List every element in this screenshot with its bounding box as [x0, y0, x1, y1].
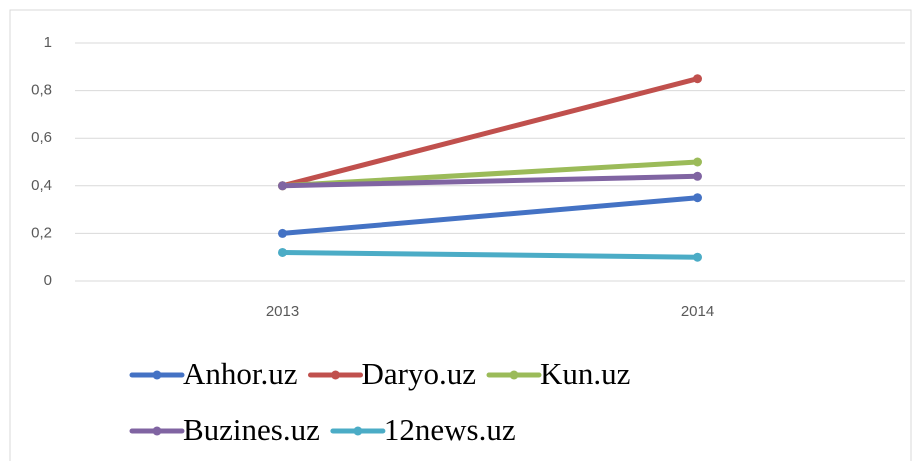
legend-marker	[152, 370, 162, 380]
data-point	[278, 228, 287, 238]
data-point	[693, 252, 702, 262]
x-tick-label: 2013	[266, 303, 299, 320]
data-point	[693, 74, 702, 84]
y-tick-label: 0,8	[31, 82, 52, 99]
legend-marker	[152, 426, 162, 436]
legend-marker	[353, 426, 363, 436]
data-point	[693, 157, 702, 167]
legend-label: Daryo.uz	[362, 356, 476, 391]
legend-marker	[509, 370, 519, 380]
data-point	[693, 193, 702, 203]
y-tick-label: 0,4	[31, 177, 52, 194]
series-line	[280, 76, 700, 189]
chart-border	[9, 9, 912, 461]
legend-label: Kun.uz	[540, 356, 630, 391]
legend-marker	[331, 370, 341, 380]
x-tick-label: 2014	[681, 303, 714, 320]
legend-label: 12news.uz	[384, 412, 516, 447]
y-tick-label: 0,6	[31, 129, 52, 146]
y-tick-label: 0	[44, 272, 52, 289]
series-line	[280, 195, 700, 236]
legend-label: Anhor.uz	[183, 356, 298, 391]
y-tick-label: 1	[44, 34, 52, 51]
data-point	[693, 171, 702, 181]
data-point	[278, 247, 287, 257]
series-line	[280, 249, 700, 260]
legend-label: Buzines.uz	[183, 412, 320, 447]
y-tick-label: 0,2	[31, 224, 52, 241]
series-line	[280, 173, 700, 189]
data-point	[278, 181, 287, 191]
